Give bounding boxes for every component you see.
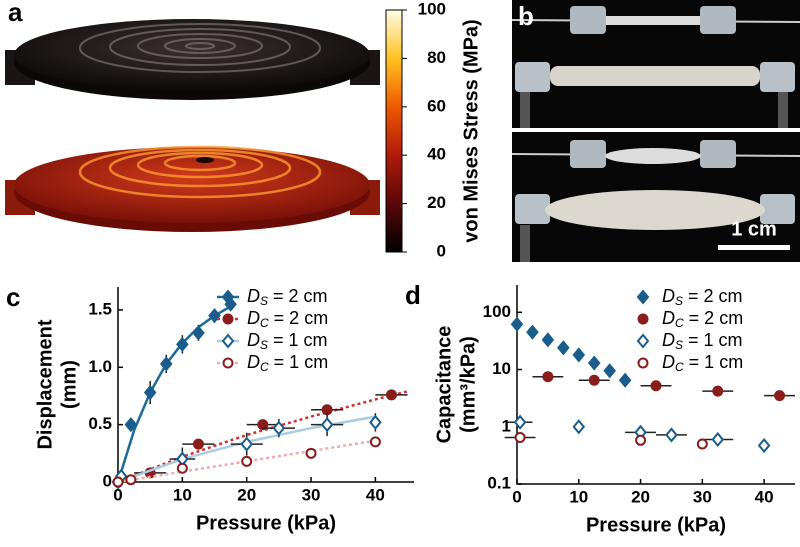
colorbar-tick-label: 0 — [437, 241, 446, 260]
legend-label: DC = 1 cm — [247, 352, 328, 374]
panel-a-render — [5, 19, 380, 232]
x-tick-label: 30 — [302, 485, 321, 504]
y-tick-label: 1.5 — [88, 299, 112, 318]
marker — [240, 436, 253, 452]
legend-label: DS = 1 cm — [247, 330, 328, 352]
marker — [192, 438, 204, 450]
legend-marker — [221, 333, 235, 349]
y-axis-label: (mm) — [58, 360, 80, 409]
y-tick-label: 10 — [492, 359, 511, 378]
x-tick-label: 10 — [173, 485, 192, 504]
marker — [112, 476, 124, 488]
colorbar-tick-label: 100 — [418, 0, 446, 18]
marker — [320, 417, 334, 433]
legend-marker — [636, 333, 650, 349]
colorbar-tick-label: 20 — [427, 193, 446, 212]
y-axis-label: Displacement — [34, 319, 56, 449]
marker — [241, 455, 253, 467]
x-axis-label: Pressure (kPa) — [586, 514, 726, 536]
marker — [321, 404, 333, 416]
marker — [711, 431, 725, 448]
panel-label: d — [405, 280, 421, 310]
x-tick-label: 40 — [366, 485, 385, 504]
scale-bar-label: 1 cm — [731, 218, 777, 240]
legend-marker — [637, 357, 649, 369]
marker — [192, 325, 205, 341]
legend-label: DS = 1 cm — [662, 330, 743, 352]
marker — [696, 438, 708, 450]
marker — [176, 462, 188, 474]
panel-label: a — [8, 0, 23, 27]
y-tick-label: 0.1 — [487, 473, 511, 492]
legend-marker — [636, 289, 650, 305]
panel-label: b — [518, 1, 534, 31]
colorbar-tick-label: 60 — [427, 96, 446, 115]
marker — [542, 371, 554, 383]
legend-label: DC = 1 cm — [662, 352, 743, 374]
marker — [557, 340, 570, 356]
x-tick-label: 20 — [237, 485, 256, 504]
marker — [124, 417, 138, 433]
legend-marker — [221, 289, 235, 305]
y-tick-label: 100 — [483, 302, 511, 321]
x-tick-label: 30 — [693, 487, 712, 506]
marker — [510, 316, 524, 332]
marker — [665, 427, 678, 443]
y-tick-label: 1 — [502, 416, 511, 435]
marker — [635, 434, 647, 446]
marker — [385, 389, 397, 401]
y-axis-label: (mm³/kPa) — [457, 336, 479, 433]
legend-marker — [637, 313, 649, 325]
legend-label: DC = 2 cm — [662, 308, 743, 330]
marker — [587, 355, 601, 371]
marker — [257, 419, 269, 431]
marker — [305, 447, 317, 459]
legend-marker — [222, 313, 234, 325]
marker — [572, 347, 586, 363]
colorbar-tick-label: 80 — [427, 48, 446, 67]
fit-line — [117, 439, 376, 484]
marker — [618, 372, 632, 388]
marker — [572, 419, 586, 435]
marker — [176, 336, 189, 352]
y-tick-label: 1.0 — [88, 357, 112, 376]
fit-line — [117, 390, 408, 484]
marker — [369, 436, 381, 448]
y-tick-label: 0 — [103, 471, 112, 490]
x-tick-label: 40 — [755, 487, 774, 506]
marker — [774, 390, 786, 402]
marker — [603, 363, 616, 379]
legend-marker — [222, 357, 234, 369]
colorbar-label: von Mises Stress (MPa) — [460, 19, 482, 242]
colorbar — [385, 9, 403, 253]
legend-label: DS = 2 cm — [662, 286, 743, 308]
legend-label: DC = 2 cm — [247, 308, 328, 330]
marker — [514, 431, 526, 443]
fit-line — [116, 305, 232, 483]
x-tick-label: 0 — [113, 485, 122, 504]
y-axis-label: Capacitance — [433, 326, 455, 444]
x-tick-label: 10 — [569, 487, 588, 506]
x-tick-label: 0 — [512, 487, 521, 506]
marker — [159, 356, 173, 372]
marker — [369, 414, 382, 430]
x-tick-label: 20 — [631, 487, 650, 506]
panel-label: c — [6, 282, 20, 312]
marker — [125, 474, 137, 486]
marker — [513, 414, 527, 430]
colorbar-tick-label: 40 — [427, 145, 446, 164]
marker — [272, 420, 286, 436]
y-tick-label: 0.5 — [88, 414, 112, 433]
marker — [541, 332, 555, 348]
marker — [526, 324, 539, 340]
marker — [650, 380, 662, 392]
legend-label: DS = 2 cm — [247, 286, 328, 308]
panel-b-photos — [511, 0, 800, 262]
x-axis-label: Pressure (kPa) — [196, 512, 336, 534]
marker — [588, 374, 600, 386]
marker — [712, 385, 724, 397]
marker — [143, 384, 157, 401]
marker — [757, 437, 771, 454]
